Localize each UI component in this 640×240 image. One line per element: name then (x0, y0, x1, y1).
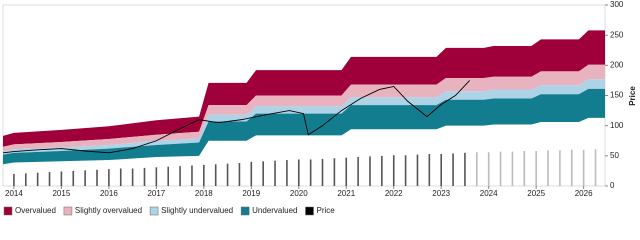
x-tick-label: 2014 (5, 189, 23, 198)
y-tick-label: 150 (610, 91, 624, 100)
bar (13, 173, 15, 186)
bar (511, 151, 514, 186)
axes: 0 50 100 150 200 250 300 2014 2015 2016 2017 2018 20… (5, 0, 624, 198)
bar (381, 155, 383, 186)
x-tick-label: 2026 (575, 189, 593, 198)
bar (191, 165, 193, 186)
bar (570, 149, 573, 186)
bar (131, 168, 134, 186)
band-area (3, 64, 605, 152)
bar (499, 151, 502, 186)
x-tick-label: 2024 (480, 189, 498, 198)
bar (404, 155, 407, 186)
y-tick-label: 50 (610, 151, 619, 160)
bar (108, 169, 110, 186)
bar (369, 156, 371, 186)
bar (392, 155, 395, 186)
bar (214, 164, 217, 186)
bar (559, 150, 561, 186)
x-tick-label: 2019 (242, 189, 260, 198)
bar (452, 153, 454, 186)
bar (440, 154, 443, 186)
legend-swatch (3, 206, 13, 216)
bar (487, 152, 490, 186)
bar (36, 172, 39, 186)
x-tick-label: 2015 (52, 189, 70, 198)
bar (179, 166, 181, 186)
y-tick-label: 0 (610, 181, 615, 190)
bar (535, 151, 537, 186)
bar (48, 172, 51, 186)
band-area (3, 79, 605, 155)
bar (333, 158, 336, 186)
band-area (3, 30, 605, 147)
bar (607, 149, 609, 186)
legend-swatch (63, 206, 73, 216)
bar (428, 154, 431, 186)
legend-label: Slightly overvalued (75, 206, 142, 215)
bar (464, 152, 466, 186)
bar (84, 170, 86, 186)
legend-label: Undervalued (252, 206, 297, 215)
page: 0 50 100 150 200 250 300 2014 2015 2016 2017 2018 20… (2, 0, 638, 216)
bar (167, 166, 170, 186)
y-tick-label: 250 (610, 30, 624, 39)
price-line (3, 80, 471, 154)
bar (238, 163, 241, 186)
band-area (3, 88, 605, 165)
bar (226, 163, 229, 186)
legend-label: Price (317, 206, 336, 215)
x-tick-label: 2020 (290, 189, 308, 198)
bar (476, 152, 478, 186)
bar (72, 170, 75, 186)
bar (594, 149, 597, 186)
bar (203, 164, 205, 186)
x-tick-label: 2021 (337, 189, 355, 198)
bar (119, 168, 122, 186)
bar (416, 154, 419, 186)
bar (96, 169, 98, 186)
bar (357, 157, 359, 186)
y-tick-label: 300 (610, 0, 624, 9)
legend-label: Slightly undervalued (161, 206, 233, 215)
bar (547, 150, 549, 186)
legend-swatch (149, 206, 159, 216)
y-tick-label: 200 (610, 60, 624, 69)
chart: 0 50 100 150 200 250 300 2014 2015 2016 2017 2018 20… (2, 0, 637, 216)
x-tick-label: 2016 (100, 189, 118, 198)
legend-swatch (305, 206, 314, 216)
legend-swatch (240, 206, 250, 216)
x-tick-label: 2022 (385, 189, 403, 198)
legend-label: Overvalued (15, 206, 56, 215)
bar (60, 171, 63, 186)
bar (286, 160, 288, 186)
bar (309, 159, 312, 186)
x-tick-label: 2025 (527, 189, 545, 198)
bar (297, 159, 300, 186)
bar (24, 173, 27, 186)
bar (321, 158, 324, 186)
y-tick-label: 100 (610, 121, 624, 130)
bar (523, 151, 526, 186)
bar (143, 167, 146, 186)
bar (274, 160, 276, 186)
bar (262, 161, 264, 186)
bar (250, 161, 253, 186)
bar (155, 167, 158, 186)
x-tick-label: 2017 (147, 189, 165, 198)
x-tick-label: 2023 (432, 189, 450, 198)
bar (345, 157, 348, 186)
x-tick-label: 2018 (195, 189, 213, 198)
bar (582, 149, 585, 186)
plot (3, 30, 609, 186)
y-axis-label: Price (628, 86, 637, 106)
